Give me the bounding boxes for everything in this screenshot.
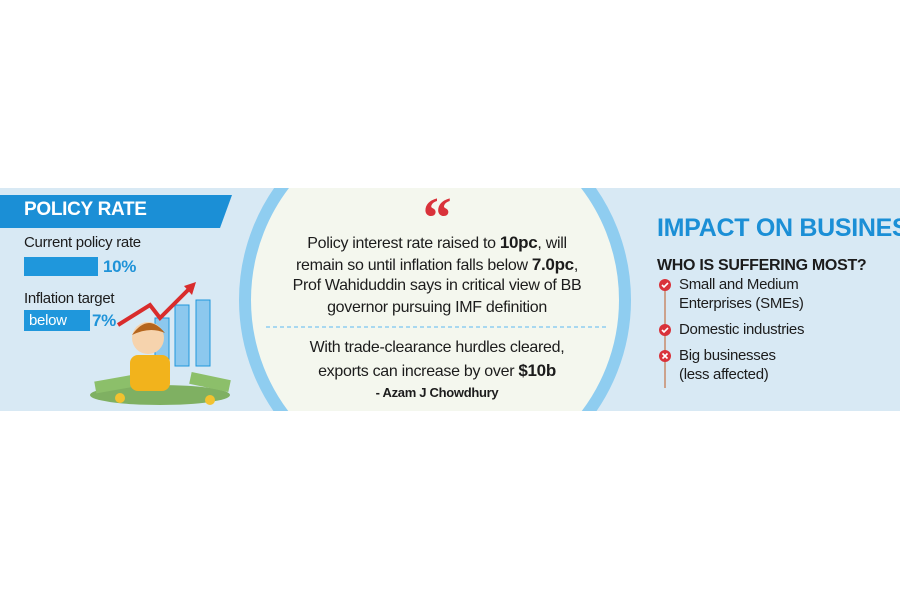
quote-line: governor pursuing IMF definition xyxy=(327,299,547,317)
policy-header-bar xyxy=(0,195,232,228)
text-run: , will xyxy=(537,235,567,252)
impact-subtitle: WHO IS SUFFERING MOST? xyxy=(657,257,867,274)
highlight: 10pc xyxy=(499,233,538,252)
highlight: $10b xyxy=(518,361,556,380)
current-label: Current policy rate xyxy=(24,234,141,251)
current-rate-bar xyxy=(24,257,98,276)
text-run: governor pursuing IMF definition xyxy=(327,299,547,316)
status-icons xyxy=(659,279,671,362)
impact-item: Domestic industries xyxy=(679,321,805,338)
target-label: Inflation target xyxy=(24,290,115,307)
target-qualifier: below xyxy=(29,312,67,329)
impact-item: (less affected) xyxy=(679,366,769,383)
quote-line: With trade-clearance hurdles cleared, xyxy=(310,339,565,357)
quote-line: Policy interest rate raised to 10pc, wil… xyxy=(307,233,567,253)
quote-mark: “ xyxy=(422,185,452,250)
text-run: , xyxy=(573,257,578,274)
impact-title: IMPACT ON BUSINESS xyxy=(657,214,900,242)
impact-item: Enterprises (SMEs) xyxy=(679,295,804,312)
impact-item: Big businesses xyxy=(679,347,776,364)
text-run: With trade-clearance hurdles cleared, xyxy=(309,339,565,356)
quote-circle xyxy=(239,188,631,411)
text-run: Policy interest rate raised to xyxy=(307,235,500,252)
current-value: 10% xyxy=(103,257,137,276)
highlight: 7.0pc xyxy=(531,255,574,274)
policy-title: POLICY RATE xyxy=(24,199,147,220)
text-run: remain so until inflation falls below xyxy=(296,257,532,274)
attribution: - Azam J Chowdhury xyxy=(375,385,499,400)
target-value: 7% xyxy=(92,311,116,330)
quote-line: exports can increase by over $10b xyxy=(318,361,556,381)
impact-item: Small and Medium xyxy=(679,276,799,293)
quote-line: remain so until inflation falls below 7.… xyxy=(296,255,578,275)
target-box xyxy=(24,310,90,331)
text-run: exports can increase by over xyxy=(318,363,519,380)
text-run: Prof Wahiduddin says in critical view of… xyxy=(292,277,582,294)
illustration xyxy=(90,282,231,405)
quote-line: Prof Wahiduddin says in critical view of… xyxy=(293,277,582,295)
